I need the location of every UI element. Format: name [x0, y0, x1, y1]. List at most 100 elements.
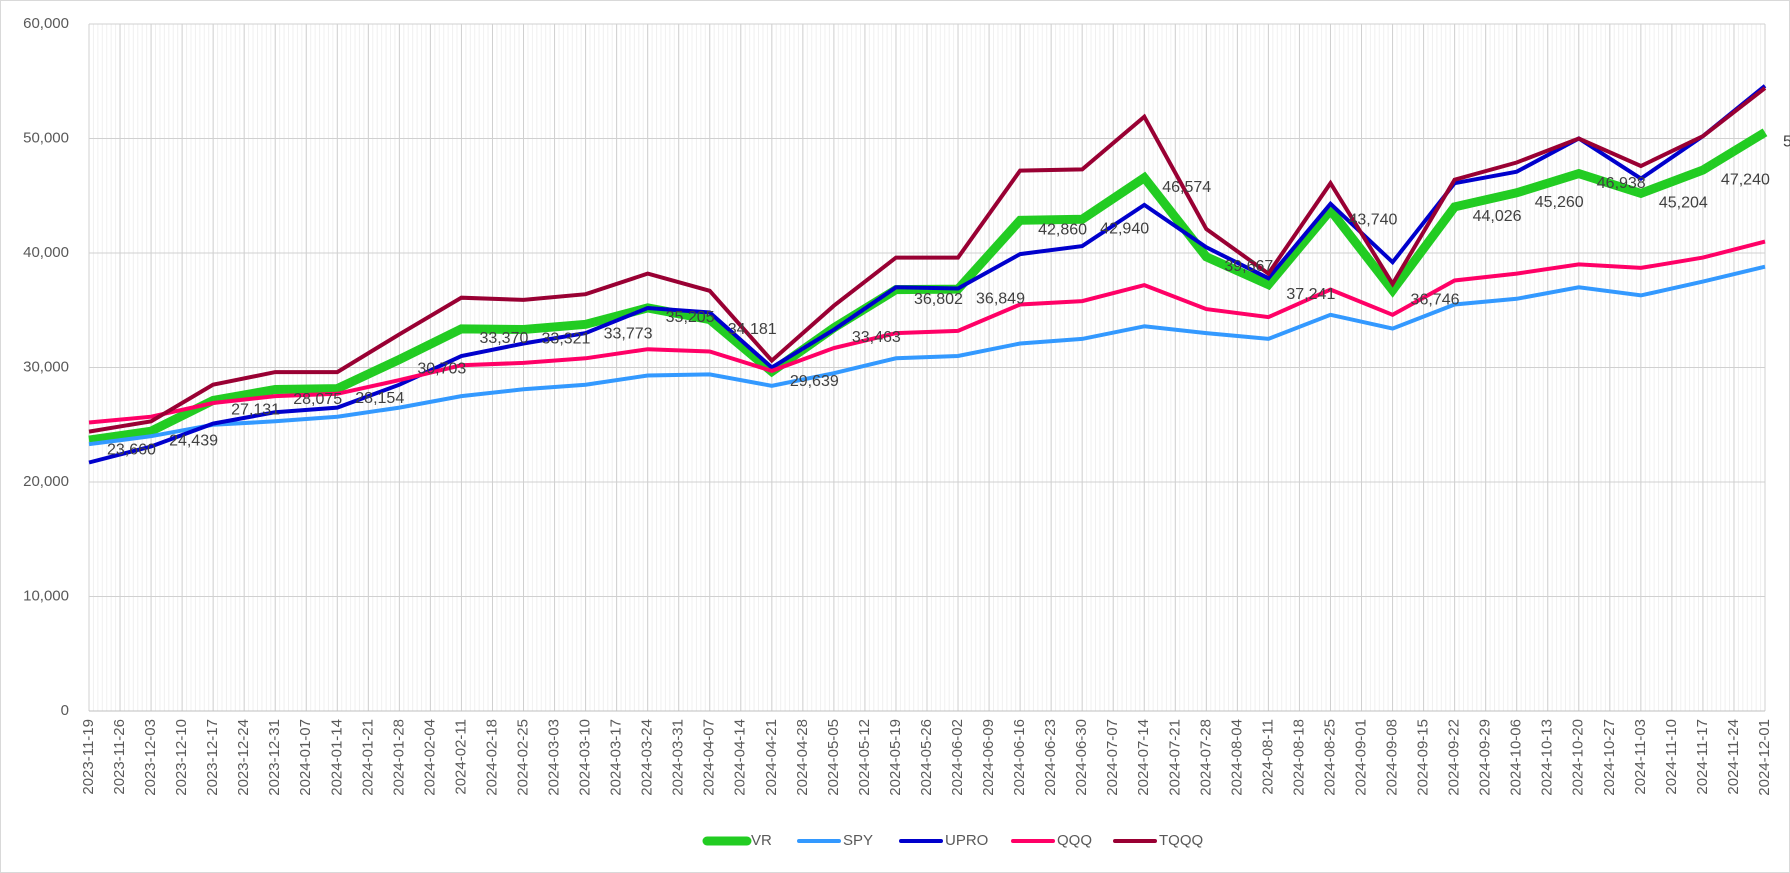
y-tick-label: 10,000 — [23, 587, 69, 604]
legend-label: VR — [751, 832, 772, 849]
x-tick-label: 2024-01-28 — [390, 719, 407, 796]
x-tick-label: 2024-05-26 — [918, 719, 935, 796]
data-label: 45,204 — [1659, 195, 1708, 212]
data-label: 28,154 — [355, 390, 404, 407]
data-label: 35,205 — [666, 309, 715, 326]
data-label: 50,540 — [1783, 134, 1790, 151]
x-tick-label: 2024-03-24 — [639, 719, 656, 796]
x-tick-label: 2023-11-26 — [111, 719, 128, 795]
x-tick-label: 2024-04-21 — [763, 719, 780, 796]
data-label: 39,667 — [1224, 258, 1273, 275]
y-tick-label: 50,000 — [23, 129, 69, 146]
y-tick-label: 20,000 — [23, 473, 69, 490]
x-tick-label: 2024-05-12 — [856, 719, 873, 796]
y-tick-label: 60,000 — [23, 15, 69, 32]
x-tick-label: 2024-07-14 — [1135, 719, 1152, 796]
x-tick-label: 2024-03-31 — [670, 719, 687, 796]
data-label: 46,574 — [1162, 179, 1211, 196]
x-tick-label: 2024-02-25 — [514, 719, 531, 796]
data-label: 30,703 — [417, 361, 466, 378]
x-tick-label: 2023-12-10 — [173, 719, 190, 796]
legend-label: UPRO — [945, 832, 988, 849]
x-tick-label: 2023-12-24 — [235, 719, 252, 796]
x-tick-label: 2024-06-09 — [980, 719, 997, 796]
x-tick-label: 2023-12-31 — [266, 719, 283, 796]
x-tick-label: 2024-10-06 — [1508, 719, 1525, 796]
x-tick-label: 2024-08-25 — [1321, 719, 1338, 796]
legend: VR SPY UPRO QQQ TQQQ — [702, 832, 1203, 849]
data-label: 42,940 — [1100, 221, 1149, 238]
data-label: 37,241 — [1286, 286, 1335, 303]
x-tick-label: 2024-12-01 — [1756, 719, 1773, 796]
x-tick-label: 2024-09-01 — [1352, 719, 1369, 796]
x-tick-label: 2024-10-20 — [1570, 719, 1587, 796]
data-label: 46,938 — [1597, 175, 1646, 192]
x-tick-label: 2024-02-04 — [421, 719, 438, 796]
x-tick-label: 2024-10-13 — [1539, 719, 1556, 796]
x-tick-label: 2024-05-05 — [825, 719, 842, 796]
y-tick-label: 30,000 — [23, 358, 69, 375]
x-tick-label: 2024-11-17 — [1694, 719, 1711, 795]
x-tick-label: 2024-04-14 — [732, 719, 749, 796]
legend-label: QQQ — [1057, 832, 1092, 849]
x-tick-label: 2024-01-14 — [328, 719, 345, 796]
x-tick-label: 2024-06-02 — [949, 719, 966, 796]
data-label: 33,463 — [852, 329, 901, 346]
data-label: 34,181 — [728, 321, 777, 338]
legend-label: SPY — [843, 832, 873, 849]
data-label: 27,131 — [231, 402, 280, 419]
y-tick-label: 40,000 — [23, 244, 69, 261]
x-tick-label: 2024-11-03 — [1632, 719, 1649, 795]
x-tick-label: 2024-03-10 — [577, 719, 594, 796]
x-tick-label: 2024-03-17 — [608, 719, 625, 796]
x-tick-label: 2024-08-11 — [1259, 719, 1276, 795]
x-tick-label: 2024-03-03 — [546, 719, 563, 796]
x-tick-label: 2024-11-10 — [1663, 719, 1680, 795]
x-tick-label: 2024-02-18 — [483, 719, 500, 796]
data-label: 33,370 — [479, 330, 528, 347]
data-label: 29,639 — [790, 373, 839, 390]
x-tick-label: 2023-12-03 — [142, 719, 159, 796]
x-tick-label: 2024-09-22 — [1446, 719, 1463, 796]
x-tick-label: 2023-12-17 — [204, 719, 221, 796]
x-tick-label: 2024-05-19 — [887, 719, 904, 796]
data-label: 23,660 — [107, 441, 156, 458]
data-label: 47,240 — [1721, 171, 1770, 188]
x-tick-label: 2024-10-27 — [1601, 719, 1618, 796]
x-tick-label: 2024-08-18 — [1290, 719, 1307, 796]
data-label: 36,746 — [1411, 291, 1460, 308]
series-line — [88, 84, 1767, 465]
data-label: 42,860 — [1038, 221, 1087, 238]
x-tick-label: 2024-07-28 — [1197, 719, 1214, 796]
data-label: 33,321 — [542, 331, 591, 348]
x-tick-label: 2024-01-21 — [359, 719, 376, 796]
x-tick-label: 2024-01-07 — [297, 719, 314, 796]
data-label: 36,849 — [976, 290, 1025, 307]
series-line — [88, 264, 1766, 447]
x-tick-label: 2024-09-15 — [1415, 719, 1432, 796]
data-label: 45,260 — [1535, 194, 1584, 211]
x-tick-label: 2024-06-16 — [1011, 719, 1028, 796]
x-tick-label: 2024-09-29 — [1477, 719, 1494, 796]
x-tick-label: 2024-04-07 — [701, 719, 718, 796]
x-tick-label: 2024-11-24 — [1725, 719, 1742, 795]
x-tick-label: 2024-04-28 — [794, 719, 811, 796]
data-label: 44,026 — [1473, 208, 1522, 225]
x-tick-label: 2024-02-11 — [452, 719, 469, 795]
data-label: 36,802 — [914, 291, 963, 308]
x-tick-label: 2024-08-04 — [1228, 719, 1245, 796]
data-label: 43,740 — [1348, 211, 1397, 228]
data-label: 33,773 — [604, 326, 653, 343]
x-tick-label: 2024-09-08 — [1384, 719, 1401, 796]
legend-label: TQQQ — [1159, 832, 1203, 849]
x-tick-label: 2024-06-23 — [1042, 719, 1059, 796]
series-line — [88, 86, 1767, 434]
x-tick-label: 2024-06-30 — [1073, 719, 1090, 796]
x-tick-label: 2023-11-19 — [80, 719, 97, 795]
y-tick-label: 0 — [61, 702, 69, 719]
data-label: 28,075 — [293, 391, 342, 408]
x-tick-label: 2024-07-07 — [1104, 719, 1121, 796]
